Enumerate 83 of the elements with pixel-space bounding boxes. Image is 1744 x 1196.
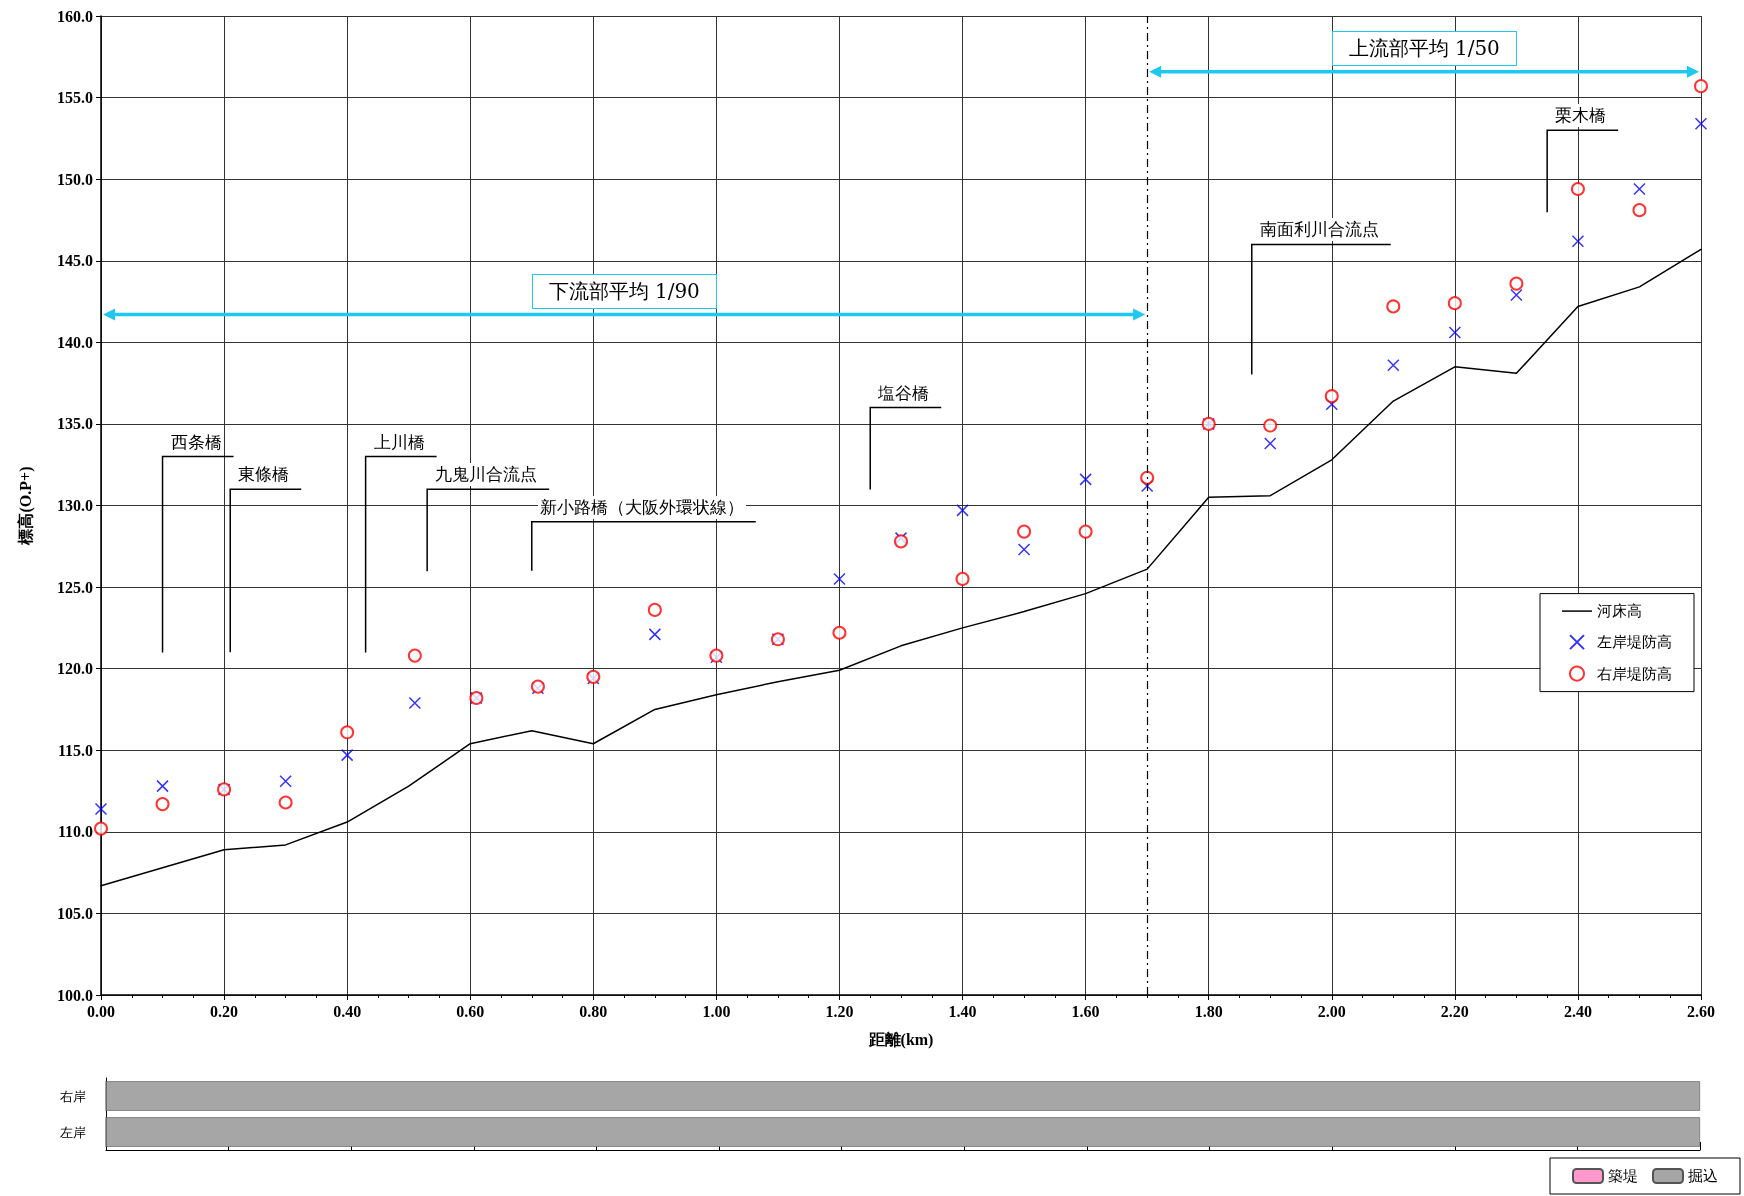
annotation: 上川橋 xyxy=(371,430,427,454)
point xyxy=(1140,470,1155,485)
point xyxy=(647,602,662,617)
y-tick-label: 右岸 xyxy=(60,1088,86,1104)
point xyxy=(407,648,422,663)
annotation: 上流部平均 1/50 xyxy=(1331,30,1517,66)
annotation: 下流部平均 1/90 xyxy=(531,273,717,309)
x-tick-label: 0.20 xyxy=(210,1002,239,1020)
x-tick-label: 1.40 xyxy=(948,1002,977,1020)
annotation: 南面利川合流点 xyxy=(1257,218,1381,242)
y-axis-title: 標高(O.P+) xyxy=(15,466,35,546)
legend-label: 築堤 xyxy=(1608,1167,1638,1185)
y-tick-label: 145.0 xyxy=(57,252,93,270)
y-tick-label: 左岸 xyxy=(60,1124,86,1140)
point xyxy=(1632,203,1647,218)
y-tick-label: 155.0 xyxy=(57,89,93,107)
y-tick-label: 150.0 xyxy=(57,170,93,188)
legend-label: 左岸堤防高 xyxy=(1597,633,1672,652)
legend-label: 掘込 xyxy=(1688,1167,1718,1185)
point xyxy=(1017,543,1031,556)
point xyxy=(1387,358,1400,372)
x-tick-label: 1.20 xyxy=(825,1002,854,1020)
point xyxy=(956,504,969,517)
y-tick-label: 110.0 xyxy=(57,823,93,841)
point xyxy=(94,802,108,816)
point xyxy=(278,795,293,810)
point xyxy=(894,534,908,549)
y-tick-label: 115.0 xyxy=(57,741,93,759)
x-tick-label: 1.60 xyxy=(1071,1002,1100,1020)
y-tick-label: 125.0 xyxy=(57,578,93,596)
point xyxy=(94,821,108,836)
y-tick-label: 140.0 xyxy=(57,333,93,351)
point xyxy=(1571,234,1585,248)
x-tick-label: 0.00 xyxy=(87,1002,115,1020)
point xyxy=(340,748,354,762)
annotation: 塩谷橋 xyxy=(876,381,932,405)
legend-label: 河床高 xyxy=(1597,602,1642,621)
x-tick-label: 0.40 xyxy=(333,1002,362,1020)
x-tick-label: 1.00 xyxy=(702,1002,731,1020)
point xyxy=(1078,524,1093,539)
annotation: 東條橋 xyxy=(236,463,292,487)
x-tick-label: 0.60 xyxy=(456,1002,485,1020)
point xyxy=(1263,418,1278,433)
legend-label: 右岸堤防高 xyxy=(1597,664,1672,683)
point xyxy=(648,628,662,641)
point xyxy=(279,775,292,788)
x-axis-title: 距離(km) xyxy=(867,1030,934,1049)
point xyxy=(1263,437,1277,450)
point xyxy=(155,797,170,812)
point xyxy=(408,696,422,710)
point xyxy=(955,571,970,586)
y-tick-label: 160.0 xyxy=(57,7,93,25)
point xyxy=(1633,182,1646,196)
annotation: 栗木橋 xyxy=(1553,104,1609,128)
point xyxy=(1570,181,1585,196)
x-tick-label: 2.00 xyxy=(1317,1002,1346,1020)
x-tick-label: 1.80 xyxy=(1194,1002,1223,1020)
point xyxy=(1509,276,1524,291)
annotation: 新小路橋（大阪外環状線） xyxy=(537,495,746,519)
point xyxy=(1694,79,1708,94)
point xyxy=(1079,473,1092,486)
y-tick-label: 100.0 xyxy=(57,986,93,1004)
point xyxy=(1448,326,1462,339)
point xyxy=(1324,389,1339,404)
annotation: 九鬼川合流点 xyxy=(433,463,540,487)
x-tick-label: 2.20 xyxy=(1440,1002,1469,1020)
point xyxy=(1447,296,1462,311)
point xyxy=(340,725,355,740)
y-tick-label: 105.0 xyxy=(57,904,93,922)
y-tick-label: 130.0 xyxy=(57,497,93,514)
point xyxy=(1510,288,1523,302)
x-tick-label: 2.40 xyxy=(1563,1002,1592,1020)
point xyxy=(832,625,847,640)
point xyxy=(1694,117,1708,130)
point xyxy=(1386,299,1401,314)
point xyxy=(156,779,169,793)
point xyxy=(1017,524,1032,539)
x-tick-label: 0.80 xyxy=(579,1002,608,1020)
annotation: 西条橋 xyxy=(168,430,224,454)
y-tick-label: 135.0 xyxy=(57,415,93,433)
y-tick-label: 120.0 xyxy=(57,660,93,678)
point xyxy=(833,572,846,586)
x-tick-label: 2.60 xyxy=(1687,1002,1715,1020)
